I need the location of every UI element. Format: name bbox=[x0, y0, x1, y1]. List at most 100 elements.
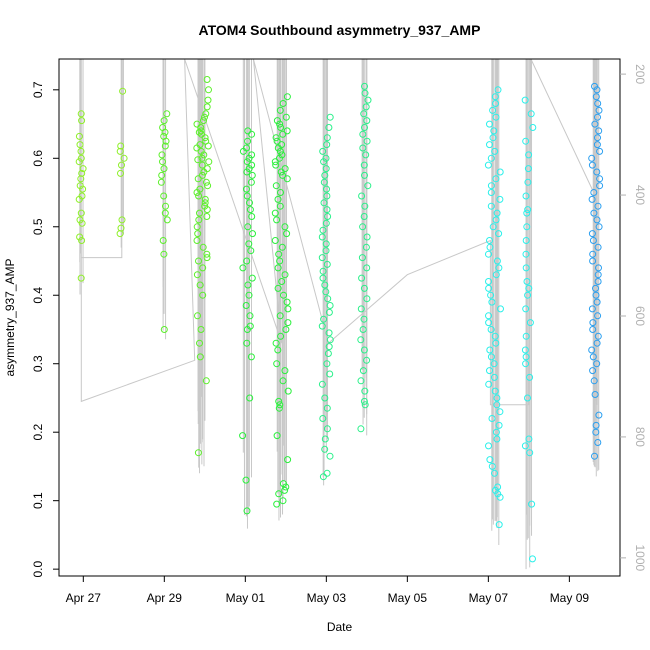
data-point bbox=[323, 141, 331, 149]
data-point bbox=[496, 195, 504, 203]
data-point bbox=[589, 353, 597, 361]
y2-tick-label: 800 bbox=[633, 427, 647, 447]
data-point bbox=[358, 274, 366, 282]
data-point bbox=[279, 171, 286, 179]
data-point bbox=[495, 264, 503, 272]
data-point bbox=[496, 408, 504, 416]
data-point bbox=[592, 421, 600, 429]
data-point bbox=[159, 158, 166, 166]
x-tick-label: May 07 bbox=[469, 591, 509, 605]
data-point bbox=[484, 161, 492, 169]
x-tick-label: May 03 bbox=[307, 591, 347, 605]
data-point bbox=[275, 404, 283, 412]
data-point bbox=[196, 339, 203, 347]
data-point bbox=[361, 171, 368, 179]
data-point bbox=[160, 192, 168, 200]
data-point bbox=[522, 192, 530, 200]
data-point bbox=[276, 202, 284, 210]
data-point bbox=[116, 147, 124, 155]
y-tick-label: 0.5 bbox=[31, 218, 45, 235]
data-point bbox=[201, 199, 209, 207]
data-point bbox=[76, 141, 84, 149]
data-point bbox=[323, 469, 331, 477]
x-tick-label: May 01 bbox=[226, 591, 266, 605]
data-point bbox=[276, 147, 284, 155]
data-point bbox=[491, 147, 499, 155]
data-point bbox=[325, 343, 333, 351]
data-point bbox=[277, 332, 285, 340]
data-point bbox=[589, 367, 597, 375]
data-point bbox=[596, 182, 604, 190]
data-point bbox=[594, 332, 602, 340]
data-point bbox=[522, 250, 530, 258]
data-point bbox=[594, 439, 602, 446]
data-point bbox=[275, 154, 283, 162]
data-point bbox=[525, 151, 533, 159]
data-point bbox=[364, 96, 372, 104]
data-point bbox=[194, 449, 202, 457]
data-point bbox=[320, 199, 328, 207]
data-point bbox=[490, 373, 498, 381]
data-point bbox=[594, 100, 602, 107]
data-point bbox=[77, 147, 85, 155]
data-point bbox=[194, 175, 202, 183]
data-point bbox=[196, 353, 204, 361]
data-point bbox=[497, 305, 504, 313]
data-point bbox=[246, 394, 254, 402]
data-point bbox=[244, 281, 252, 289]
chart-title: ATOM4 Southbound asymmetry_937_AMP bbox=[199, 22, 481, 38]
data-point bbox=[522, 264, 530, 272]
data-point bbox=[322, 288, 330, 296]
y-tick-label: 0.7 bbox=[31, 81, 45, 98]
data-point bbox=[247, 247, 255, 255]
data-point bbox=[275, 250, 283, 258]
data-point bbox=[318, 254, 326, 262]
data-point bbox=[492, 216, 500, 224]
data-point bbox=[489, 223, 497, 231]
data-point bbox=[589, 326, 597, 333]
data-point bbox=[364, 182, 372, 190]
data-point bbox=[243, 192, 251, 200]
data-point bbox=[593, 298, 601, 306]
data-point bbox=[492, 339, 500, 347]
data-point bbox=[487, 154, 495, 162]
data-point bbox=[318, 322, 326, 330]
data-point bbox=[157, 178, 165, 186]
data-point bbox=[274, 284, 282, 292]
data-point bbox=[524, 291, 532, 299]
data-point bbox=[323, 185, 330, 193]
data-point bbox=[283, 93, 291, 101]
data-point bbox=[596, 175, 604, 183]
data-point bbox=[75, 132, 83, 140]
data-point bbox=[363, 233, 371, 241]
data-point bbox=[160, 250, 168, 258]
data-point bbox=[361, 82, 368, 90]
data-point bbox=[239, 147, 247, 155]
y2-tick-label: 1000 bbox=[633, 545, 647, 572]
data-point bbox=[322, 165, 330, 173]
data-point bbox=[594, 134, 601, 142]
data-point bbox=[487, 202, 495, 210]
data-point bbox=[279, 497, 287, 505]
data-point bbox=[325, 308, 333, 316]
data-point bbox=[75, 158, 83, 166]
data-point bbox=[283, 175, 291, 183]
data-point bbox=[493, 401, 501, 409]
data-point bbox=[361, 124, 368, 131]
data-point bbox=[491, 387, 499, 395]
data-point bbox=[591, 120, 599, 128]
data-point bbox=[320, 178, 328, 186]
data-point bbox=[202, 178, 210, 186]
data-point bbox=[320, 315, 328, 323]
data-point bbox=[201, 134, 209, 142]
data-point bbox=[358, 254, 366, 262]
plot-frame bbox=[58, 58, 621, 577]
data-point bbox=[485, 442, 492, 450]
data-point bbox=[487, 353, 495, 361]
data-point bbox=[197, 124, 205, 131]
data-point bbox=[318, 380, 326, 388]
data-point bbox=[163, 216, 171, 224]
data-point bbox=[521, 96, 529, 104]
data-point bbox=[160, 165, 168, 173]
data-point bbox=[193, 189, 201, 196]
